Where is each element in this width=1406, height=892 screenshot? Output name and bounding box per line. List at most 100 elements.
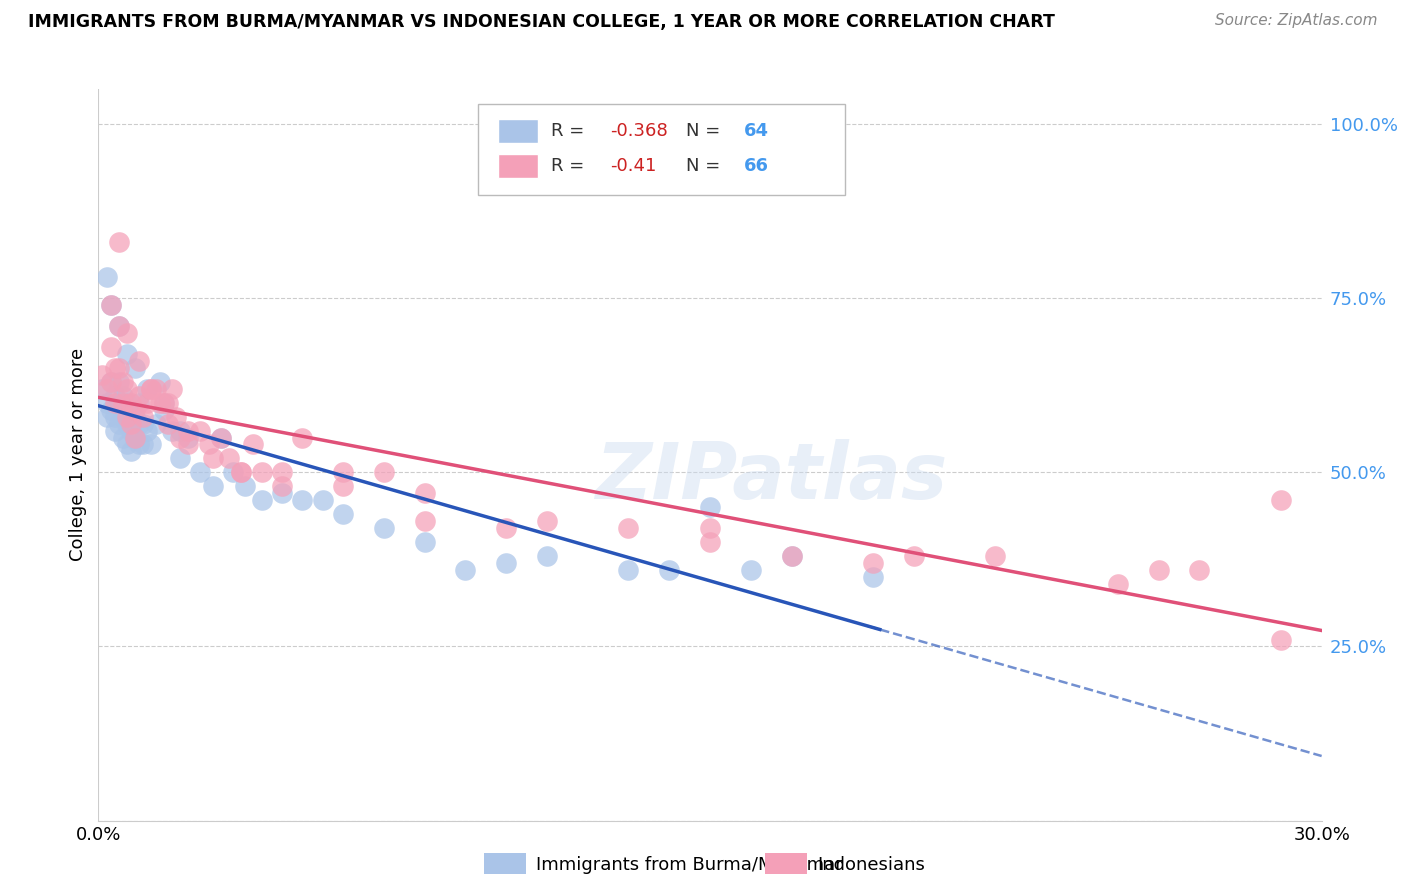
Point bbox=[111, 430, 134, 444]
Point bbox=[373, 466, 395, 480]
FancyBboxPatch shape bbox=[498, 120, 537, 143]
Point bbox=[124, 430, 146, 444]
Point bbox=[454, 563, 477, 577]
Point bbox=[201, 479, 224, 493]
Point bbox=[149, 395, 172, 409]
Point bbox=[132, 409, 155, 424]
Point bbox=[91, 368, 114, 382]
FancyBboxPatch shape bbox=[478, 103, 845, 195]
Point bbox=[177, 437, 200, 451]
Text: 66: 66 bbox=[744, 157, 769, 175]
Point bbox=[104, 360, 127, 375]
Point bbox=[862, 570, 884, 584]
Point bbox=[218, 451, 240, 466]
Point bbox=[115, 347, 138, 361]
Point bbox=[132, 437, 155, 451]
Point bbox=[108, 235, 131, 250]
Point bbox=[115, 437, 138, 451]
Point bbox=[1107, 576, 1129, 591]
Text: -0.41: -0.41 bbox=[610, 157, 657, 175]
Point bbox=[658, 563, 681, 577]
Point bbox=[291, 430, 314, 444]
Text: Immigrants from Burma/Myanmar: Immigrants from Burma/Myanmar bbox=[536, 856, 842, 874]
Point bbox=[120, 444, 142, 458]
Point bbox=[100, 298, 122, 312]
Point bbox=[169, 424, 191, 438]
Text: R =: R = bbox=[551, 157, 591, 175]
Point bbox=[100, 340, 122, 354]
Point bbox=[141, 382, 163, 396]
Point bbox=[128, 389, 150, 403]
Point bbox=[152, 395, 174, 409]
Point bbox=[617, 563, 640, 577]
Point bbox=[111, 389, 134, 403]
Point bbox=[984, 549, 1007, 563]
Point bbox=[332, 507, 354, 521]
Point bbox=[231, 466, 253, 480]
Point bbox=[104, 395, 127, 409]
Point bbox=[413, 535, 436, 549]
Point bbox=[495, 556, 517, 570]
Point bbox=[96, 395, 118, 409]
Point bbox=[270, 479, 294, 493]
Point bbox=[242, 437, 264, 451]
Text: N =: N = bbox=[686, 122, 725, 140]
Point bbox=[780, 549, 803, 563]
Point bbox=[108, 417, 131, 431]
Point bbox=[903, 549, 925, 563]
Point bbox=[108, 395, 131, 409]
Point bbox=[124, 430, 146, 444]
FancyBboxPatch shape bbox=[498, 154, 537, 178]
Point bbox=[536, 514, 558, 528]
Point bbox=[413, 514, 436, 528]
Point bbox=[136, 424, 159, 438]
Point bbox=[270, 466, 294, 480]
Text: N =: N = bbox=[686, 157, 725, 175]
Point bbox=[231, 466, 253, 480]
Text: Indonesians: Indonesians bbox=[817, 856, 925, 874]
Point bbox=[160, 424, 183, 438]
Point bbox=[104, 424, 127, 438]
Point bbox=[111, 375, 134, 389]
Point bbox=[96, 409, 118, 424]
Point bbox=[188, 424, 212, 438]
Point bbox=[108, 375, 131, 389]
Point bbox=[699, 500, 721, 515]
Point bbox=[115, 417, 138, 431]
Point bbox=[152, 402, 174, 417]
Point bbox=[862, 556, 884, 570]
Text: R =: R = bbox=[551, 122, 591, 140]
Point bbox=[120, 395, 142, 409]
Point bbox=[104, 389, 127, 403]
Point bbox=[169, 451, 191, 466]
Text: -0.368: -0.368 bbox=[610, 122, 668, 140]
Point bbox=[177, 430, 200, 444]
Point bbox=[91, 382, 114, 396]
Point bbox=[413, 486, 436, 500]
Point bbox=[169, 430, 191, 444]
Text: 64: 64 bbox=[744, 122, 769, 140]
Point bbox=[291, 493, 314, 508]
Point bbox=[128, 395, 150, 409]
Point bbox=[332, 479, 354, 493]
Point bbox=[115, 409, 138, 424]
Point bbox=[617, 521, 640, 535]
Point bbox=[100, 375, 122, 389]
Point bbox=[699, 535, 721, 549]
Point bbox=[149, 375, 172, 389]
Point bbox=[141, 437, 163, 451]
Point bbox=[111, 395, 134, 409]
Point bbox=[209, 430, 232, 444]
Point bbox=[156, 417, 179, 431]
Point bbox=[740, 563, 762, 577]
Point bbox=[115, 326, 138, 340]
Point bbox=[108, 360, 131, 375]
Point bbox=[233, 479, 256, 493]
Point bbox=[197, 437, 219, 451]
Point bbox=[1270, 632, 1292, 647]
Point bbox=[124, 402, 146, 417]
Point bbox=[250, 493, 273, 508]
Point bbox=[188, 466, 212, 480]
Point bbox=[104, 409, 127, 424]
Point bbox=[201, 451, 224, 466]
